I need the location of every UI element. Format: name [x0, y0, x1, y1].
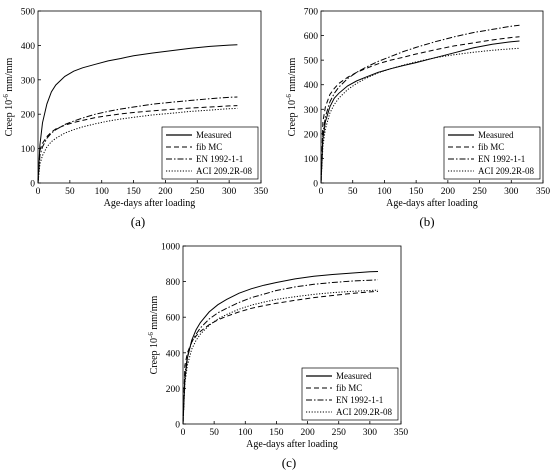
legend-label: EN 1992-1-1 [478, 154, 525, 164]
series-line-fib-mc [37, 105, 238, 184]
legend-label: fib MC [478, 142, 504, 152]
x-tick-label: 350 [394, 428, 409, 438]
legend-box [443, 126, 541, 180]
y-axis-title-exponent: -6 [147, 332, 155, 338]
x-tick-label: 250 [472, 187, 487, 197]
x-tick-label: 150 [269, 428, 284, 438]
y-axis-title-unit: mm/mm [287, 57, 298, 94]
y-axis-title-main: Creep 10 [4, 100, 15, 136]
y-tick-label: 600 [304, 32, 319, 42]
x-tick-label: 50 [209, 428, 219, 438]
y-axis-title: Creep 10-6 mm/mm [147, 295, 160, 374]
x-tick-label: 150 [409, 187, 424, 197]
panel-label: (b) [419, 214, 434, 229]
y-tick-label: 500 [21, 8, 36, 18]
y-axis-title-main: Creep 10 [287, 100, 298, 136]
chart-panel-b: 0 50 100 150 200 250 300 350 0 100 200 300 400 500 600… [285, 8, 550, 230]
legend: Measured fib MC EN 1992-1-1 ACI 209.2R-08 [443, 126, 541, 180]
y-tick-label: 700 [304, 8, 319, 18]
legend: Measured fib MC EN 1992-1-1 ACI 209.2R-08 [161, 126, 259, 180]
y-tick-label: 300 [21, 76, 36, 86]
chart-panel-a: 0 50 100 150 200 250 300 350 0 100 200 300 400 500 Age… [2, 8, 268, 230]
chart-panel-c: 0 50 100 150 200 250 300 350 0 200 400 600 800 1000 Ag… [147, 243, 408, 471]
series-line-fib-mc [320, 36, 520, 184]
series-line-measured [37, 44, 238, 184]
y-tick-label: 100 [21, 145, 36, 155]
panel-label: (c) [282, 455, 296, 470]
series-line-aci-209-2r-08 [320, 47, 520, 184]
x-tick-label: 300 [222, 187, 237, 197]
y-tick-label: 0 [175, 421, 180, 431]
y-tick-label: 600 [166, 314, 181, 324]
y-tick-label: 400 [166, 349, 181, 359]
legend-label: ACI 209.2R-08 [336, 407, 392, 417]
legend-label: ACI 209.2R-08 [478, 166, 534, 176]
legend-label: fib MC [336, 383, 362, 393]
y-axis-title-unit: mm/mm [4, 57, 15, 94]
y-tick-label: 800 [166, 278, 181, 288]
y-tick-label: 200 [166, 385, 181, 395]
x-axis-title: Age-days after loading [104, 198, 196, 209]
series-line-en-1992-1-1 [37, 96, 238, 184]
y-tick-label: 200 [304, 130, 319, 140]
x-tick-label: 300 [504, 187, 519, 197]
legend-label: Measured [478, 130, 514, 140]
legend-label: Measured [196, 130, 232, 140]
legend-label: ACI 209.2R-08 [196, 166, 252, 176]
legend-box [161, 126, 259, 180]
x-tick-label: 50 [348, 187, 358, 197]
y-tick-label: 0 [313, 180, 318, 190]
x-tick-label: 350 [536, 187, 550, 197]
y-tick-label: 200 [21, 111, 36, 121]
y-tick-label: 1000 [161, 243, 180, 253]
y-axis-title-exponent: -6 [2, 94, 10, 100]
plot-frame [182, 245, 402, 425]
y-tick-label: 500 [304, 57, 319, 67]
x-tick-label: 150 [126, 187, 141, 197]
y-axis-title: Creep 10-6 mm/mm [2, 57, 15, 136]
y-tick-label: 0 [30, 180, 35, 190]
x-tick-label: 0 [36, 187, 41, 197]
y-tick-label: 400 [304, 81, 319, 91]
legend-label: fib MC [196, 142, 222, 152]
y-tick-label: 100 [304, 155, 319, 165]
x-tick-label: 200 [441, 187, 456, 197]
x-tick-label: 0 [181, 428, 186, 438]
x-tick-label: 100 [377, 187, 392, 197]
y-axis-title-exponent: -6 [285, 94, 293, 100]
legend-label: EN 1992-1-1 [336, 395, 383, 405]
plot-frame [37, 10, 262, 184]
series-line-en-1992-1-1 [182, 279, 379, 425]
x-tick-label: 300 [363, 428, 378, 438]
x-tick-label: 100 [95, 187, 110, 197]
x-tick-label: 200 [300, 428, 315, 438]
series-line-aci-209-2r-08 [37, 107, 238, 184]
x-tick-label: 0 [319, 187, 324, 197]
x-tick-label: 50 [65, 187, 75, 197]
plot-frame [320, 10, 544, 184]
series-line-en-1992-1-1 [320, 24, 520, 184]
legend: Measured fib MC EN 1992-1-1 ACI 209.2R-08 [301, 367, 399, 421]
y-tick-label: 400 [21, 42, 36, 52]
y-tick-label: 300 [304, 106, 319, 116]
x-tick-label: 250 [332, 428, 347, 438]
panel-label: (a) [131, 214, 145, 229]
x-tick-label: 100 [238, 428, 253, 438]
legend-box [301, 367, 399, 421]
series-line-measured [182, 271, 379, 425]
x-axis-title: Age-days after loading [246, 439, 338, 450]
x-tick-label: 250 [190, 187, 205, 197]
x-axis-title: Age-days after loading [386, 198, 478, 209]
legend-label: EN 1992-1-1 [196, 154, 243, 164]
y-axis-title-unit: mm/mm [149, 295, 160, 332]
x-tick-label: 200 [158, 187, 173, 197]
y-axis-title-main: Creep 10 [149, 338, 160, 374]
x-tick-label: 350 [254, 187, 269, 197]
legend-label: Measured [336, 371, 372, 381]
y-axis-title: Creep 10-6 mm/mm [285, 57, 298, 136]
